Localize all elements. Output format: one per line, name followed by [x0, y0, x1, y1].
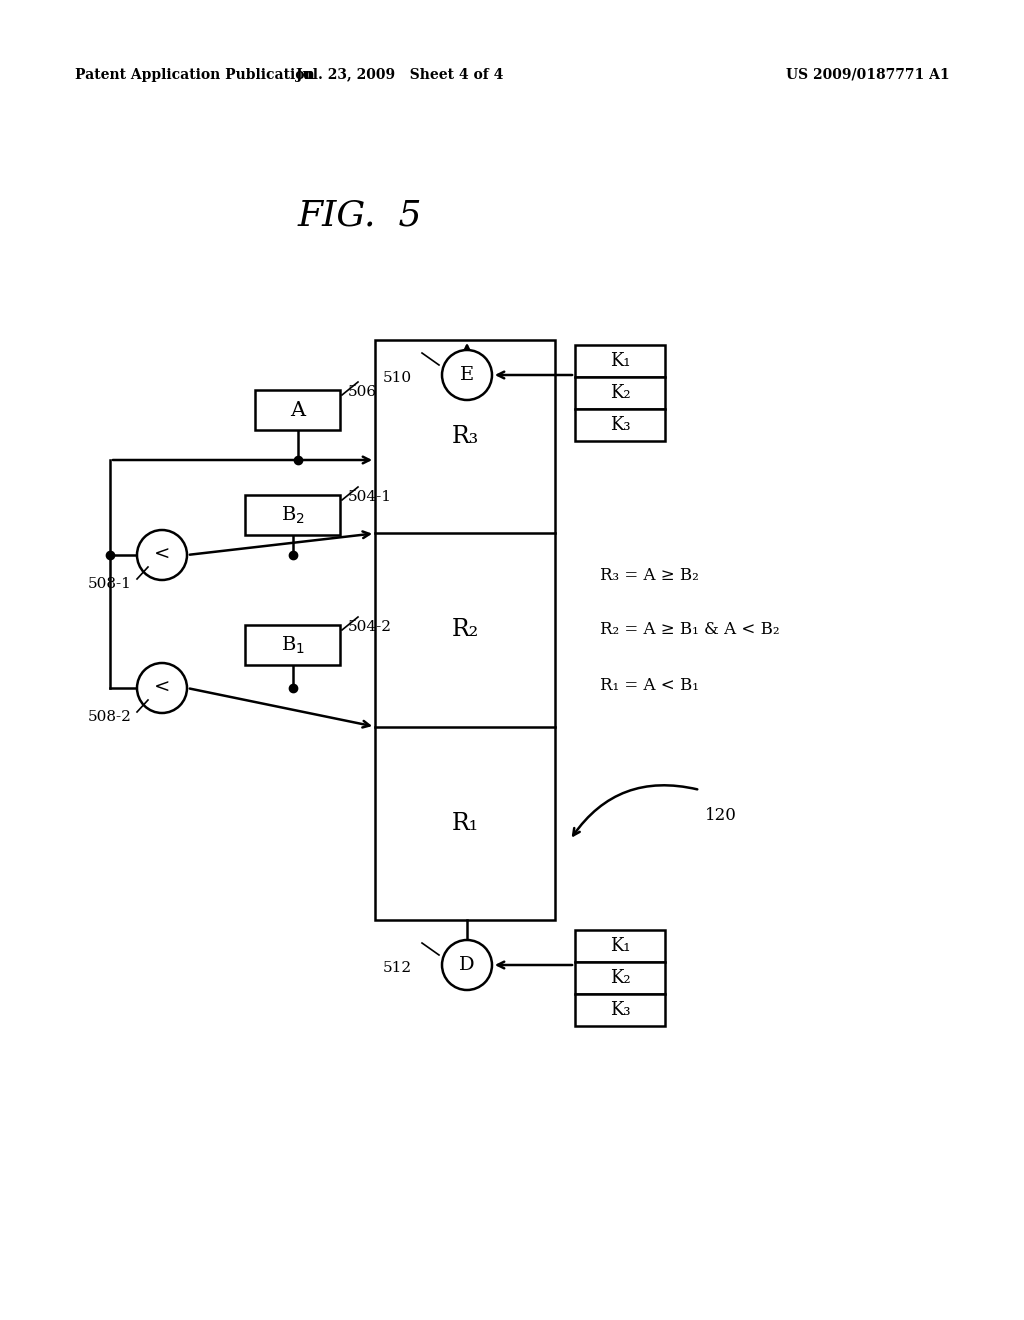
Text: R₃ = A ≥ B₂: R₃ = A ≥ B₂: [600, 566, 698, 583]
Bar: [575, 994, 665, 1026]
Text: A: A: [290, 400, 305, 420]
Text: 504-2: 504-2: [348, 620, 392, 634]
Text: 506: 506: [348, 385, 377, 399]
Text: K₂: K₂: [609, 384, 631, 403]
Text: K₂: K₂: [609, 969, 631, 987]
Text: R₂: R₂: [452, 619, 478, 642]
Bar: [375, 341, 555, 920]
Text: K₃: K₃: [609, 416, 630, 434]
Text: 508-1: 508-1: [88, 577, 132, 591]
Text: Jul. 23, 2009   Sheet 4 of 4: Jul. 23, 2009 Sheet 4 of 4: [296, 69, 504, 82]
Text: <: <: [154, 546, 170, 564]
Text: K₁: K₁: [609, 352, 630, 370]
Text: R₂ = A ≥ B₁ & A < B₂: R₂ = A ≥ B₁ & A < B₂: [600, 622, 779, 639]
Circle shape: [442, 350, 492, 400]
FancyArrowPatch shape: [573, 785, 697, 836]
Text: E: E: [460, 366, 474, 384]
Text: <: <: [154, 678, 170, 697]
Bar: [575, 931, 665, 962]
Circle shape: [137, 663, 187, 713]
Text: R₁ = A < B₁: R₁ = A < B₁: [600, 676, 698, 693]
Bar: [245, 495, 340, 535]
Text: B$_1$: B$_1$: [281, 635, 304, 656]
Text: R₃: R₃: [452, 425, 478, 449]
Text: 512: 512: [383, 961, 412, 975]
Text: K₁: K₁: [609, 937, 630, 954]
Bar: [575, 345, 665, 378]
Bar: [575, 378, 665, 409]
Text: 510: 510: [383, 371, 412, 385]
Text: 508-2: 508-2: [88, 710, 132, 723]
Text: 120: 120: [705, 807, 737, 824]
Text: K₃: K₃: [609, 1001, 630, 1019]
Text: D: D: [459, 956, 475, 974]
Bar: [575, 409, 665, 441]
Text: FIG.  5: FIG. 5: [298, 198, 422, 232]
Bar: [575, 962, 665, 994]
Bar: [255, 389, 340, 430]
Text: 504-1: 504-1: [348, 490, 392, 504]
Text: Patent Application Publication: Patent Application Publication: [75, 69, 314, 82]
Text: R₁: R₁: [452, 812, 478, 834]
Bar: [245, 624, 340, 665]
Circle shape: [137, 531, 187, 579]
Circle shape: [442, 940, 492, 990]
Text: B$_2$: B$_2$: [281, 504, 304, 525]
Text: US 2009/0187771 A1: US 2009/0187771 A1: [786, 69, 950, 82]
